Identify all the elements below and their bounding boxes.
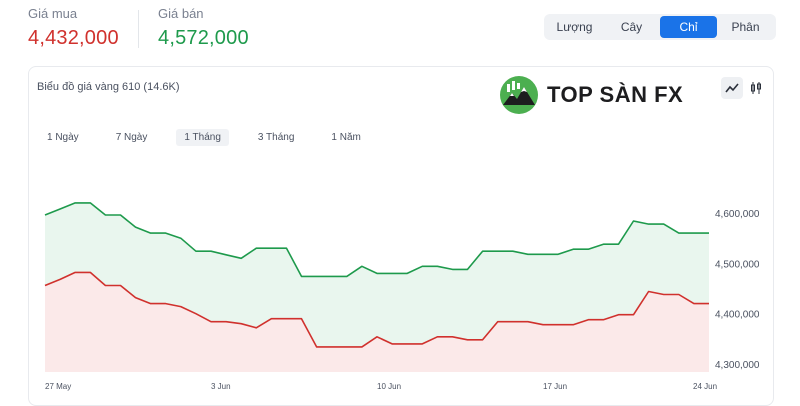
range-1-day[interactable]: 1 Ngày [47, 132, 79, 143]
y-tick-label: 4,400,000 [715, 310, 760, 321]
sell-area-fill [45, 202, 709, 347]
mountain-logo-icon [500, 76, 538, 114]
price-divider [138, 10, 139, 48]
y-tick-label: 4,500,000 [715, 259, 760, 270]
candlestick-button[interactable] [745, 77, 767, 99]
x-tick-label: 3 Jun [211, 382, 231, 391]
unit-tab-cay[interactable]: Cây [620, 20, 643, 34]
range-1-month[interactable]: 1 Tháng [176, 129, 229, 146]
candlestick-icon [751, 82, 761, 94]
line-chart-button[interactable] [721, 77, 743, 99]
sell-price-value: 4,572,000 [158, 27, 249, 49]
buy-area-fill [45, 272, 709, 372]
buy-price-label: Giá mua [28, 6, 78, 21]
sell-price-label: Giá bán [158, 6, 204, 21]
buy-price-line [44, 271, 709, 348]
x-tick-label: 24 Jun [693, 382, 717, 391]
logo-text: TOP SÀN FX [547, 82, 684, 107]
unit-tabs: Lượng Cây Chỉ Phân [544, 14, 776, 40]
buy-price-block: Giá mua 4,432,000 [28, 6, 119, 50]
y-tick-label: 4,300,000 [715, 360, 760, 371]
y-tick-label: 4,600,000 [715, 209, 760, 220]
time-range-tabs: 1 Ngày 7 Ngày 1 Tháng 3 Tháng 1 Năm [39, 129, 390, 146]
range-7-days[interactable]: 7 Ngày [115, 132, 148, 143]
x-tick-label: 27 May [45, 382, 71, 391]
line-chart-icon [725, 83, 739, 93]
buy-price-value: 4,432,000 [28, 27, 119, 49]
range-3-months[interactable]: 3 Tháng [257, 132, 295, 143]
unit-tab-luong[interactable]: Lượng [556, 20, 593, 34]
x-tick-label: 17 Jun [543, 382, 567, 391]
brand-logo: TOP SÀN FX [499, 75, 683, 115]
range-1-year[interactable]: 1 Năm [331, 132, 361, 143]
chart-card: Biểu đồ giá vàng 610 (14.6K) TOP SÀN FX … [28, 66, 774, 406]
sell-price-block: Giá bán 4,572,000 [158, 6, 249, 50]
x-tick-label: 10 Jun [377, 382, 401, 391]
chart-title: Biểu đồ giá vàng 610 (14.6K) [37, 81, 180, 93]
sell-price-line [44, 202, 709, 278]
unit-tab-phan[interactable]: Phân [731, 20, 760, 34]
unit-tab-chi[interactable]: Chỉ [660, 16, 717, 38]
price-chart[interactable]: 4,600,000 4,500,000 4,400,000 4,300,000 27 M… [29, 67, 775, 401]
